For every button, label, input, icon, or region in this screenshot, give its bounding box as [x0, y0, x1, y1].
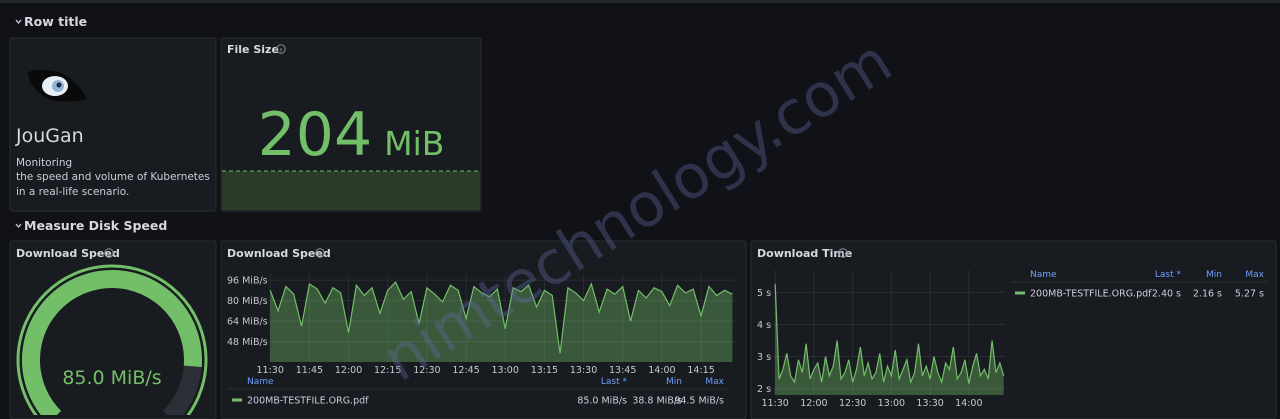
sparkline-area — [222, 171, 480, 210]
y-tick-label: 5 s — [757, 288, 771, 299]
series-line — [774, 283, 1005, 385]
y-tick-label: 48 MiB/s — [227, 337, 268, 348]
x-tick-label: 14:15 — [687, 365, 714, 376]
top-bar — [0, 0, 1280, 3]
legend-stat: 38.8 MiB/s — [632, 396, 682, 407]
row-title[interactable]: Measure Disk Speed — [24, 218, 167, 233]
y-tick-label: 2 s — [757, 384, 771, 395]
info-icon[interactable] — [838, 248, 848, 258]
info-icon[interactable] — [276, 44, 286, 54]
text-line: the speed and volume of Kubernetes — [16, 171, 210, 183]
x-tick-label: 13:45 — [609, 365, 636, 376]
row-title[interactable]: Row title — [24, 14, 87, 29]
stat-number: 204 — [258, 100, 373, 170]
x-tick-label: 13:30 — [570, 365, 597, 376]
x-tick-label: 14:00 — [955, 398, 982, 409]
panel-title: Download Speed — [16, 247, 120, 260]
legend-header: Max — [705, 377, 724, 387]
legend-stat: 2.16 s — [1193, 289, 1222, 300]
x-tick-label: 12:30 — [413, 365, 440, 376]
y-tick-label: 96 MiB/s — [227, 276, 268, 287]
legend-header: Name — [247, 377, 274, 387]
x-tick-label: 12:30 — [839, 398, 866, 409]
legend-header: Name — [1030, 270, 1057, 280]
y-tick-label: 80 MiB/s — [227, 296, 268, 307]
chart-layer: 204 MiB 85.0 MiB/s 48 MiB/s 64 MiB/s 80 MiB/s… — [16, 100, 1268, 415]
legend-stat: 85.0 MiB/s — [577, 396, 627, 407]
text-line: in a real-life scenario. — [16, 186, 129, 198]
info-icon[interactable] — [315, 248, 325, 258]
gauge: 85.0 MiB/s — [16, 264, 208, 415]
series-area — [270, 282, 733, 362]
legend-header: Min — [1206, 270, 1222, 280]
stat-unit: MiB — [384, 124, 444, 163]
y-tick-label: 64 MiB/s — [227, 317, 268, 328]
y-tick-label: 4 s — [757, 320, 771, 331]
gauge-threshold — [16, 264, 208, 415]
gauge-value — [22, 270, 202, 415]
legend-header: Max — [1245, 270, 1264, 280]
panel-title: Download Speed — [227, 247, 331, 260]
x-tick-label: 12:15 — [374, 365, 401, 376]
logo — [28, 70, 87, 102]
x-tick-label: 11:45 — [296, 365, 323, 376]
legend-header: Last * — [601, 377, 628, 387]
legend-stat: 2.40 s — [1152, 289, 1181, 300]
x-tick-label: 12:00 — [800, 398, 827, 409]
legend-name: 200MB-TESTFILE.ORG.pdf — [1030, 289, 1152, 300]
x-tick-label: 13:00 — [492, 365, 519, 376]
x-tick-label: 12:00 — [335, 365, 362, 376]
series-line — [269, 280, 733, 354]
info-icon[interactable] — [104, 248, 114, 258]
x-tick-label: 13:15 — [531, 365, 558, 376]
panel-title: Download Time — [757, 247, 852, 260]
x-tick-label: 11:30 — [761, 398, 788, 409]
legend-stat: 5.27 s — [1235, 289, 1264, 300]
x-tick-label: 13:30 — [916, 398, 943, 409]
row-chevron[interactable] — [15, 19, 22, 25]
gauge-label: 85.0 MiB/s — [62, 367, 161, 389]
timeseries-panel — [220, 240, 747, 419]
text-line: Monitoring — [16, 157, 72, 169]
y-tick-label: 3 s — [757, 352, 771, 363]
series-area — [775, 283, 1004, 395]
legend-header: Last * — [1155, 270, 1182, 280]
stat-panel — [220, 37, 482, 212]
x-tick-label: 13:00 — [878, 398, 905, 409]
x-tick-label: 12:45 — [452, 365, 479, 376]
x-tick-label: 11:30 — [257, 365, 284, 376]
legend-header: Min — [666, 377, 682, 387]
stat-value: 204 MiB — [258, 100, 445, 170]
text-panel-title: JouGan — [15, 125, 84, 147]
legend-name: 200MB-TESTFILE.ORG.pdf — [247, 396, 369, 407]
row-chevron[interactable] — [15, 223, 22, 229]
panel-title: File Size — [227, 43, 279, 56]
legend-stat: 94.5 MiB/s — [674, 396, 724, 407]
x-tick-label: 14:00 — [648, 365, 675, 376]
